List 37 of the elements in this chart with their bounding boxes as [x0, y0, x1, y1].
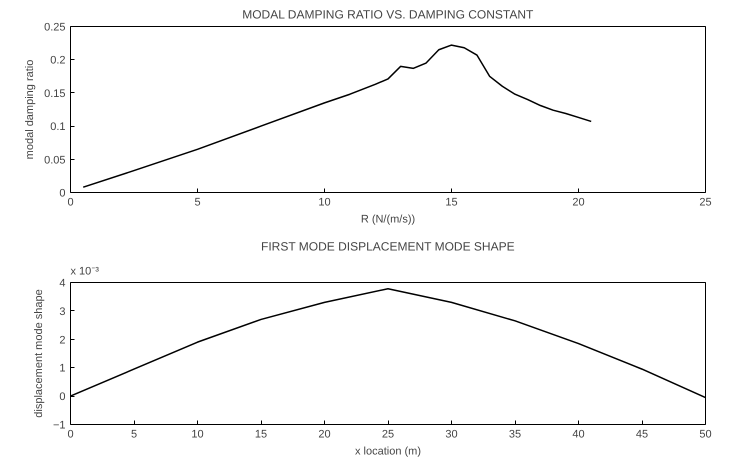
x-tick-label: 0	[67, 428, 74, 440]
x-tick-label: 25	[382, 428, 394, 440]
x-tick-label: 10	[191, 428, 204, 440]
y-tick-label: 0.15	[44, 88, 66, 100]
x-tick-label: 40	[572, 428, 585, 440]
text: x 10⁻³	[70, 266, 100, 278]
x-tick-label: 35	[508, 428, 522, 440]
y-tick-label: −1	[52, 420, 66, 432]
y-tick-label: 0.05	[44, 154, 66, 166]
x-tick-label: 10	[318, 196, 331, 208]
x-tick-label: 5	[194, 196, 201, 208]
x-axis-title: x location (m)	[354, 446, 422, 458]
y-tick-label: 0.25	[44, 22, 66, 34]
x-tick-label: 20	[572, 196, 585, 208]
y-tick-label: 0	[59, 188, 66, 200]
x-tick-label: 20	[318, 428, 331, 440]
x-tick-label: 50	[699, 428, 712, 440]
y-tick-label: 1	[59, 362, 66, 375]
x-tick-label: 15	[445, 196, 458, 208]
y-tick-label: 0	[59, 391, 66, 404]
x-axis-title: R (N/(m/s))	[360, 214, 416, 226]
x-tick-label: 30	[445, 428, 458, 440]
chart-title: FIRST MODE DISPLACEMENT MODE SHAPE	[260, 240, 515, 254]
y-tick-label: 4	[59, 278, 66, 290]
y-tick-label: 0.1	[50, 121, 66, 134]
y-tick-label: 2	[59, 334, 66, 346]
y-axis-title: displacement mode shape	[32, 289, 45, 418]
y-axis-title: modal damping ratio	[24, 60, 36, 160]
chart-title: MODAL DAMPING RATIO VS. DAMPING CONSTANT	[242, 8, 534, 22]
y-tick-label: 0.2	[50, 54, 66, 67]
y-tick-label: 3	[59, 306, 66, 318]
x-tick-label: 15	[254, 428, 268, 440]
line-series	[82, 44, 592, 188]
x-tick-label: 25	[699, 196, 712, 208]
x-tick-label: 0	[67, 196, 74, 208]
x-tick-label: 45	[636, 428, 648, 440]
x-tick-label: 5	[130, 428, 138, 440]
